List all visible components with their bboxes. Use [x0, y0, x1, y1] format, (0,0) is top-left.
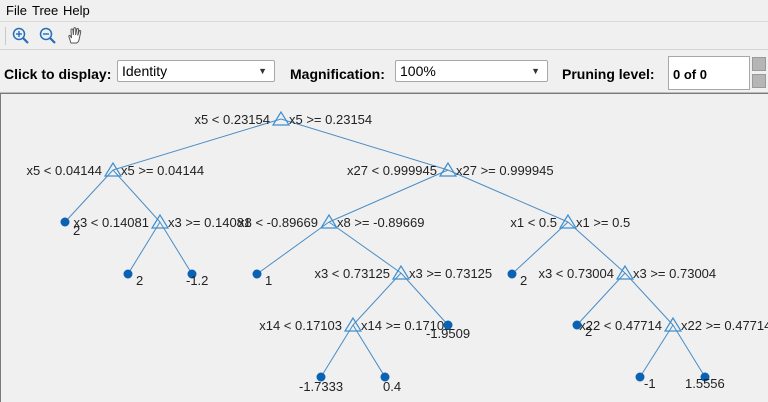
split-node-triangle-icon: [319, 213, 339, 229]
tree-edge: [127, 221, 161, 275]
split-left-label: x5 < 0.04144: [26, 163, 102, 178]
split-right-label: x3 >= 0.14081: [168, 215, 251, 230]
split-left-label: x1 < 0.5: [510, 215, 557, 230]
tree-edge: [567, 221, 626, 274]
pan-hand-icon[interactable]: [65, 26, 85, 46]
tree-edge: [672, 324, 706, 378]
leaf-value-label: -1: [644, 376, 656, 391]
leaf-node-dot: [252, 269, 262, 279]
tree-edge: [624, 272, 674, 326]
display-select[interactable]: Identity ▼: [117, 60, 275, 82]
menu-bar: File Tree Help: [0, 0, 768, 22]
split-left-label: x27 < 0.999945: [347, 163, 437, 178]
display-label: Click to display:: [4, 66, 112, 82]
leaf-node-dot: [123, 269, 133, 279]
tree-edge: [280, 118, 449, 171]
split-left-label: x3 < 0.73004: [538, 266, 614, 281]
leaf-value-label: 2: [520, 273, 527, 288]
tree-edge: [639, 324, 674, 378]
split-left-label: x22 < 0.47714: [579, 318, 662, 333]
tree-edge: [256, 221, 330, 275]
split-left-label: x8 < -0.89669: [238, 215, 318, 230]
split-node-triangle-icon: [271, 110, 291, 126]
leaf-value-label: 2: [73, 223, 80, 238]
tree-edge: [352, 272, 402, 326]
leaf-value-label: -1.2: [186, 273, 208, 288]
leaf-node-dot: [635, 372, 645, 382]
leaf-value-label: 0.4: [383, 379, 401, 394]
split-node-triangle-icon: [103, 161, 123, 177]
chevron-down-icon: ▼: [531, 66, 540, 76]
tree-edge: [328, 169, 449, 223]
control-panel: Click to display: Identity ▼ Magnificati…: [0, 51, 768, 93]
magnification-select[interactable]: 100% ▼: [395, 60, 548, 82]
tree-edge: [159, 221, 193, 275]
split-node-triangle-icon: [663, 316, 683, 332]
tree-edge: [400, 272, 449, 326]
tree-edge: [328, 221, 402, 274]
pruning-up-button[interactable]: [752, 57, 766, 71]
tree-edge: [576, 272, 626, 326]
leaf-node-dot: [60, 217, 70, 227]
toolbar: [0, 22, 768, 50]
decision-tree: x5 < 0.23154 x5 >= 0.23154 x5 < 0.04144 x5 …: [26, 110, 768, 394]
pruning-level-field: 0 of 0: [668, 56, 750, 90]
magnification-label: Magnification:: [290, 66, 385, 82]
zoom-out-icon[interactable]: [38, 26, 58, 46]
split-right-label: x27 >= 0.999945: [456, 163, 554, 178]
split-left-label: x3 < 0.14081: [73, 215, 149, 230]
split-right-label: x3 >= 0.73125: [409, 266, 492, 281]
tree-edge: [320, 324, 354, 378]
leaf-node-dot: [316, 372, 326, 382]
split-node-triangle-icon: [558, 213, 578, 229]
leaf-node-dot: [443, 320, 453, 330]
zoom-in-icon[interactable]: [11, 26, 31, 46]
leaf-value-label: -1.7333: [299, 379, 343, 394]
split-right-label: x1 >= 0.5: [576, 215, 630, 230]
tree-edge: [352, 324, 386, 378]
tree-edge: [112, 169, 161, 223]
split-right-label: x5 >= 0.23154: [289, 112, 372, 127]
menu-tree[interactable]: Tree: [32, 3, 59, 18]
leaf-node-dot: [572, 320, 582, 330]
pruning-label: Pruning level:: [562, 66, 655, 82]
pruning-down-button[interactable]: [752, 74, 766, 88]
split-right-label: x3 >= 0.73004: [633, 266, 716, 281]
leaf-value-label: -1.9509: [426, 326, 470, 341]
leaf-node-dot: [187, 269, 197, 279]
leaf-node-dot: [700, 372, 710, 382]
split-left-label: x5 < 0.23154: [194, 112, 270, 127]
display-select-value: Identity: [122, 63, 168, 79]
leaf-value-label: 1: [265, 273, 272, 288]
split-node-triangle-icon: [438, 161, 458, 177]
leaf-value-label: 2: [136, 273, 143, 288]
tree-edge: [64, 169, 114, 223]
split-node-triangle-icon: [615, 264, 635, 280]
tree-edge: [112, 118, 282, 171]
leaf-node-dot: [507, 269, 517, 279]
split-right-label: x5 >= 0.04144: [121, 163, 204, 178]
magnification-select-value: 100%: [400, 63, 436, 79]
split-node-triangle-icon: [391, 264, 411, 280]
split-right-label: x8 >= -0.89669: [337, 215, 424, 230]
leaf-value-label: 1.5556: [685, 376, 725, 391]
pruning-level-value: 0 of 0: [673, 67, 707, 82]
split-right-label: x22 >= 0.47714: [681, 318, 768, 333]
toolbar-separator: [5, 27, 6, 45]
leaf-value-label: 2: [585, 324, 592, 339]
menu-file[interactable]: File: [6, 3, 27, 18]
tree-edge: [511, 221, 569, 275]
tree-edge: [447, 169, 569, 223]
leaf-node-dot: [380, 372, 390, 382]
menu-help[interactable]: Help: [63, 3, 90, 18]
split-node-triangle-icon: [343, 316, 363, 332]
split-node-triangle-icon: [150, 213, 170, 229]
tree-canvas[interactable]: x5 < 0.23154 x5 >= 0.23154 x5 < 0.04144 x5 …: [0, 93, 768, 402]
split-right-label: x14 >= 0.17103: [361, 318, 451, 333]
split-left-label: x14 < 0.17103: [259, 318, 342, 333]
chevron-down-icon: ▼: [258, 66, 267, 76]
split-left-label: x3 < 0.73125: [314, 266, 390, 281]
